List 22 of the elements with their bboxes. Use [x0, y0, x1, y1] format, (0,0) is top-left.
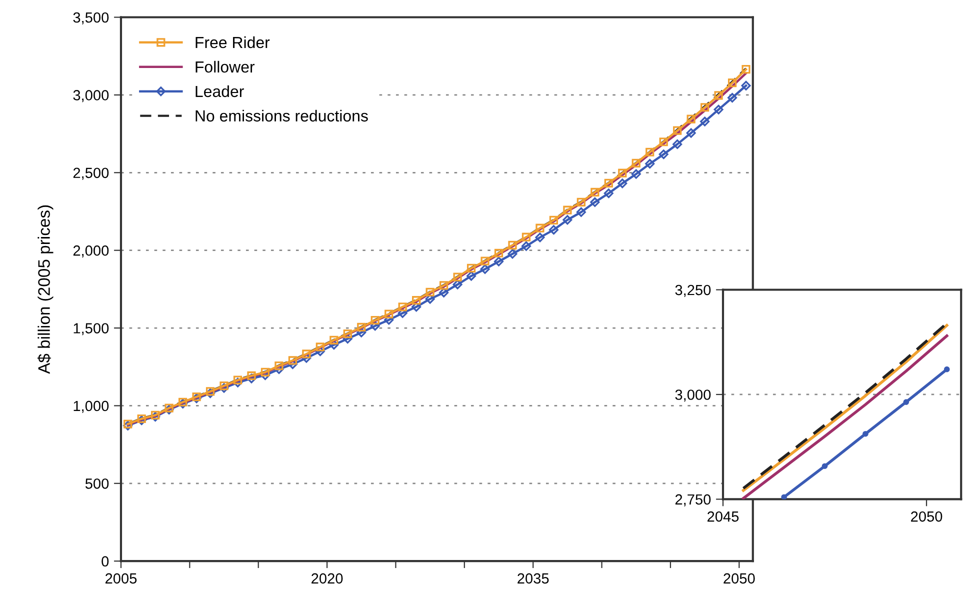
legend-label: Leader — [196, 85, 244, 98]
x-tick-label: 2005 — [105, 573, 137, 584]
legend-label: Follower — [196, 60, 255, 73]
y-tick-label: 0 — [102, 556, 109, 567]
y-axis-title: A$ billion (2005 prices) — [37, 205, 54, 374]
legend-label: Free Rider — [196, 36, 270, 48]
y-tick-label: 3,000 — [73, 90, 109, 102]
y-tick-label: 2,750 — [675, 494, 711, 506]
x-tick-label: 2020 — [312, 573, 343, 584]
y-tick-label: 1,500 — [74, 323, 109, 336]
y-tick-label: 3,500 — [73, 12, 109, 24]
y-tick-label: 2,000 — [73, 245, 109, 258]
y-tick-label: 3,000 — [675, 390, 711, 402]
x-tick-label: 2050 — [911, 511, 942, 522]
y-tick-label: 1,000 — [74, 400, 109, 413]
x-tick-label: 2045 — [708, 511, 739, 522]
x-tick-label: 2035 — [518, 573, 549, 584]
y-tick-label: 3,250 — [675, 284, 711, 297]
legend-label: No emissions reductions — [196, 110, 368, 122]
y-tick-label: 500 — [85, 478, 109, 489]
y-tick-label: 2,500 — [73, 168, 109, 180]
x-tick-label: 2050 — [724, 573, 755, 584]
